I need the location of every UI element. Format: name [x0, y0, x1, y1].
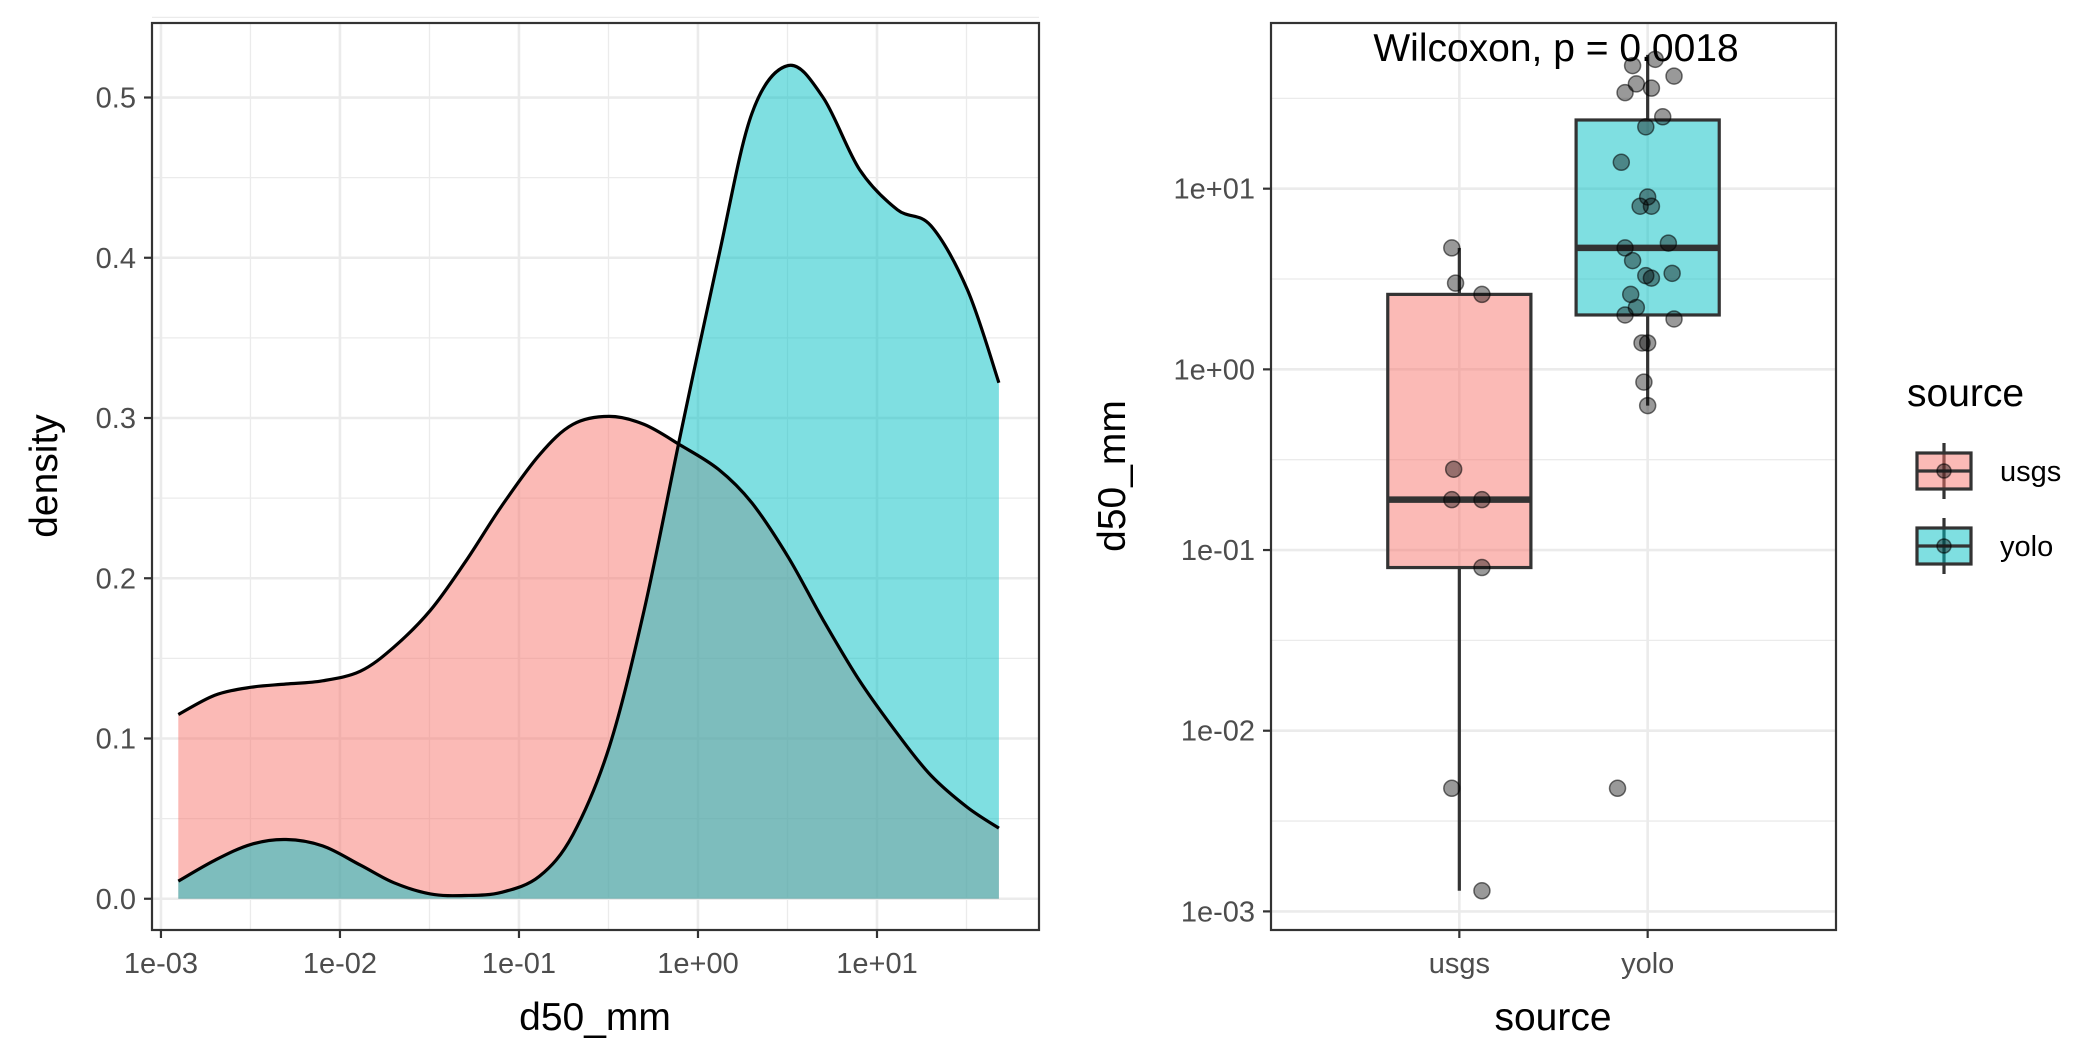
boxplot-x-axis-label: source	[1494, 996, 1611, 1039]
data-point-yolo	[1616, 239, 1634, 257]
data-point-yolo	[1623, 251, 1642, 270]
density-y-tick-label: 0.3	[96, 403, 136, 435]
data-point-usgs	[1473, 558, 1491, 577]
density-area-yolo	[178, 65, 999, 899]
boxplot-y-tick-label: 1e+01	[1174, 174, 1255, 206]
data-point-yolo	[1653, 108, 1672, 126]
data-point-yolo	[1638, 396, 1657, 415]
boxplot-x-ticks: usgs yolo	[1429, 930, 1674, 980]
density-panel-border	[150, 21, 1041, 932]
density-x-ticks: 1e-03 1e-02 1e-01 1e+00 1e+01	[124, 930, 918, 980]
density-areas	[177, 63, 1001, 899]
boxplot-panel: usgs yolo 1e-03 1e-02 1e-01 1e+00 1e+01 Wilco…	[1091, 21, 1838, 1039]
density-y-ticks: 0.0 0.1 0.2 0.3 0.4 0.5	[96, 83, 152, 916]
data-point-yolo	[1663, 264, 1681, 283]
data-point-usgs	[1473, 490, 1491, 509]
boxplot-boxes	[1386, 54, 1721, 891]
legend-label-usgs: usgs	[2000, 456, 2061, 488]
data-point-usgs	[1443, 490, 1461, 509]
boxplot-y-tick-label: 1e-03	[1181, 896, 1255, 928]
data-point-yolo	[1635, 373, 1653, 391]
legend-key-point	[1936, 538, 1952, 554]
data-point-yolo	[1623, 56, 1642, 75]
legend-title: source	[1907, 372, 2024, 415]
data-point-yolo	[1612, 153, 1631, 172]
legend-item-usgs: usgs	[1915, 443, 2061, 499]
data-point-yolo	[1646, 50, 1664, 69]
data-point-usgs	[1473, 285, 1491, 304]
data-point-yolo	[1616, 83, 1634, 102]
legend-item-yolo: yolo	[1915, 518, 2053, 574]
data-point-yolo	[1642, 269, 1661, 287]
legend: source usgs yolo	[1907, 372, 2061, 574]
data-point-usgs	[1444, 460, 1463, 478]
density-y-tick-label: 0.0	[96, 884, 136, 916]
data-point-usgs	[1473, 882, 1491, 900]
density-y-tick-label: 0.2	[96, 563, 136, 595]
legend-items: usgs yolo	[1915, 443, 2061, 574]
density-x-tick-label: 1e+01	[836, 948, 917, 980]
data-point-yolo	[1659, 234, 1678, 252]
boxplot-y-ticks: 1e-03 1e-02 1e-01 1e+00 1e+01	[1174, 174, 1271, 928]
legend-label-yolo: yolo	[2000, 531, 2053, 563]
wilcoxon-annotation: Wilcoxon, p = 0.0018	[1373, 27, 1738, 70]
data-point-yolo	[1638, 334, 1657, 352]
data-point-yolo	[1637, 118, 1655, 136]
density-x-tick-label: 1e+00	[657, 948, 738, 980]
boxplot-y-tick-label: 1e-01	[1181, 535, 1255, 567]
boxplot-y-axis-label: d50_mm	[1091, 400, 1134, 552]
boxplot-points	[1443, 50, 1683, 900]
data-point-yolo	[1633, 334, 1651, 352]
boxplot-y-tick-label: 1e-02	[1181, 716, 1255, 748]
data-point-yolo	[1616, 306, 1634, 324]
box-usgs	[1386, 292, 1533, 570]
density-x-tick-label: 1e-03	[124, 948, 198, 980]
density-panel: 1e-03 1e-02 1e-01 1e+00 1e+01 0.00.10.20.30.…	[23, 16, 1041, 1039]
density-x-tick-label: 1e-02	[303, 948, 377, 980]
density-line-usgs	[177, 414, 1000, 830]
data-point-yolo	[1642, 79, 1661, 97]
density-y-tick-label: 0.5	[96, 83, 136, 115]
density-y-axis-label: density	[23, 414, 66, 538]
density-y-tick-label: 0.1	[96, 724, 136, 756]
data-point-yolo	[1665, 67, 1683, 85]
legend-key-point	[1936, 463, 1952, 479]
boxplot-x-tick-label: usgs	[1429, 948, 1490, 980]
density-x-tick-label: 1e-01	[482, 948, 556, 980]
density-y-tick-label: 0.4	[96, 243, 136, 275]
data-point-usgs	[1446, 274, 1465, 292]
box-yolo	[1574, 118, 1721, 317]
boxplot-x-tick-label: yolo	[1621, 948, 1674, 980]
data-point-yolo	[1642, 197, 1661, 215]
data-point-yolo	[1665, 310, 1683, 328]
density-x-axis-label: d50_mm	[519, 996, 671, 1039]
boxplot-panel-border	[1269, 21, 1838, 932]
data-point-usgs	[1443, 239, 1461, 257]
density-line-yolo	[177, 63, 1001, 898]
boxplot-y-tick-label: 1e+00	[1174, 354, 1255, 386]
data-point-usgs	[1443, 779, 1461, 798]
data-point-yolo	[1608, 779, 1627, 798]
